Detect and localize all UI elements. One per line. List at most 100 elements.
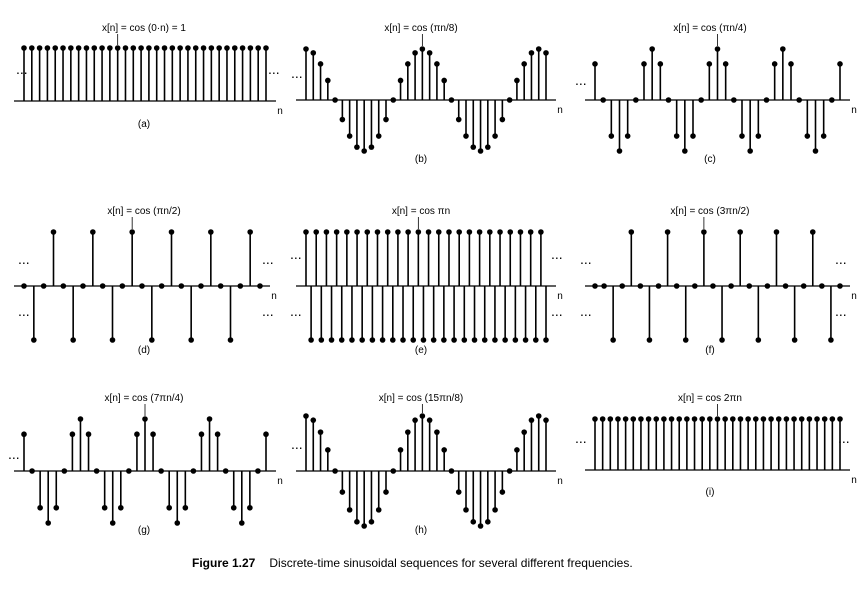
sample-dot: [492, 133, 498, 139]
sample-dot: [615, 416, 621, 422]
sample-dot: [405, 429, 411, 435]
sample-dot: [477, 148, 484, 154]
sample-dot: [809, 229, 816, 235]
sample-dot: [198, 431, 205, 438]
sample-dot: [664, 229, 671, 235]
sample-dot: [527, 229, 534, 235]
sample-dot: [359, 337, 365, 343]
sample-dot: [692, 283, 698, 289]
sample-dot: [829, 416, 836, 422]
sample-dot: [325, 447, 331, 453]
sample-dot: [739, 133, 745, 139]
sample-dot: [364, 229, 371, 235]
sample-dot: [255, 45, 261, 51]
ellipsis-right: ...: [838, 430, 850, 446]
sample-dot: [303, 229, 309, 235]
sample-dot: [837, 283, 843, 289]
sample-dot: [487, 229, 493, 235]
sample-dot: [354, 144, 360, 150]
sample-dot: [434, 429, 440, 435]
sample-dot: [397, 77, 404, 84]
sample-dot: [461, 337, 468, 343]
sample-dot: [214, 431, 221, 438]
sample-dot: [714, 46, 721, 52]
stem-plot-f: n x[n] = cos (3πn/2)............ (f): [580, 206, 857, 356]
stem-plot-d: n x[n] = cos (πn/2)............ (d): [14, 206, 277, 356]
sample-dot: [374, 229, 381, 235]
sample-dot: [21, 431, 27, 438]
sample-dot: [338, 337, 345, 343]
axis-label-n: n: [851, 105, 857, 116]
sample-dot: [791, 337, 798, 343]
sample-dot: [339, 489, 346, 495]
sample-dot: [126, 468, 132, 474]
axis-label-n: n: [851, 475, 857, 486]
sample-dot: [354, 519, 360, 525]
ellipsis-right: ...: [835, 251, 847, 267]
sample-dot: [29, 468, 35, 474]
ellipsis-left: ...: [291, 65, 303, 81]
sample-dot: [837, 416, 843, 422]
sample-dot: [397, 447, 404, 453]
sample-dot: [752, 416, 759, 422]
sample-dot: [346, 133, 353, 139]
sample-dot: [768, 416, 774, 422]
sample-dot: [339, 116, 346, 123]
sample-dot: [463, 507, 469, 513]
sample-dot: [730, 416, 736, 422]
ellipsis-right: ...: [551, 246, 563, 262]
sample-dot: [308, 337, 314, 343]
sample-dot: [395, 229, 401, 235]
sample-dot: [231, 45, 238, 51]
sample-dot: [168, 229, 175, 235]
sample-dot: [227, 337, 234, 343]
sample-dot: [485, 144, 491, 150]
sample-dot: [185, 45, 191, 51]
sample-dot: [412, 417, 418, 423]
sample-dot: [139, 283, 145, 289]
stem-plot-a: n x[n] = cos (0·n) = 1... ... (a): [14, 23, 283, 130]
sample-dot: [349, 337, 355, 343]
sample-dot: [91, 45, 98, 51]
sample-dot: [506, 468, 513, 474]
sample-dot: [317, 61, 324, 67]
sample-dot: [383, 116, 389, 123]
sample-dot: [600, 97, 606, 103]
sample-dot: [263, 45, 269, 51]
sample-dot: [798, 416, 805, 422]
sample-dot: [412, 50, 418, 56]
sample-dot: [800, 283, 807, 289]
sample-dot: [313, 229, 320, 235]
ellipsis-right-lower: ...: [551, 303, 563, 319]
sample-dot: [485, 519, 491, 525]
sample-dot: [198, 283, 204, 289]
sample-dot: [50, 229, 57, 235]
sample-dot: [707, 416, 713, 422]
sample-dot: [780, 46, 786, 52]
sample-dot: [390, 97, 397, 103]
sample-dot: [375, 133, 382, 139]
sample-dot: [506, 97, 513, 103]
sample-dot: [532, 337, 539, 343]
sample-dot: [361, 148, 367, 154]
sample-dot: [85, 431, 92, 438]
sample-dot: [52, 45, 59, 51]
sample-dot: [737, 229, 743, 235]
sample-dot: [441, 447, 447, 453]
sample-dot: [405, 229, 411, 235]
sample-dot: [53, 504, 60, 511]
sample-dot: [471, 337, 478, 343]
sample-dot: [470, 519, 477, 525]
sample-dot: [149, 337, 155, 343]
sample-dot: [93, 468, 100, 474]
sample-dot: [368, 144, 375, 150]
sample-dot: [122, 45, 129, 51]
sample-dot: [745, 416, 751, 422]
sample-dot: [448, 97, 455, 103]
sample-dot: [645, 416, 652, 422]
panel-label: (g): [138, 525, 150, 536]
panel-label: (d): [138, 345, 150, 356]
ellipsis-left: ...: [575, 430, 587, 446]
axis-label-n: n: [557, 291, 563, 302]
sample-dot: [466, 229, 473, 235]
